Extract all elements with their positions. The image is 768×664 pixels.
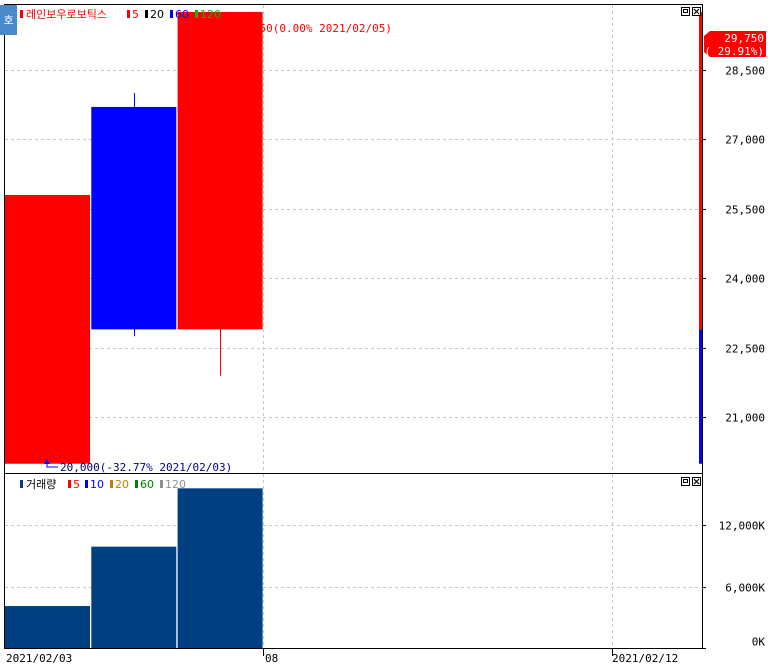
volume-legend: 거래량 5 10 20 60 120 <box>20 478 186 491</box>
volume-bar <box>177 488 263 648</box>
volume-panel-frame <box>4 473 703 649</box>
price-strip-down <box>699 329 702 464</box>
volume-legend-ma20: 20 <box>115 478 129 491</box>
price-tick-label: 21,000 <box>725 412 765 425</box>
mode-badge[interactable] <box>0 5 17 35</box>
volume-bar <box>91 546 177 648</box>
high-annotation-label: 29,750(0.00% 2021/02/05) <box>233 22 392 35</box>
price-legend: 호 레인보우로보틱스 5 20 60 120 <box>0 5 221 35</box>
volume-panel-close-button[interactable] <box>692 477 701 486</box>
low-annotation: 20,000(-32.77% 2021/02/03) <box>44 459 232 474</box>
volume-tick-label: 0K <box>752 636 766 649</box>
price-legend-ma120: 120 <box>200 8 221 21</box>
mode-badge-label: 호 <box>3 14 13 27</box>
x-label-mid: 08 <box>265 652 278 664</box>
price-tick-label: 22,500 <box>725 343 765 356</box>
x-label-start: 2021/02/03 <box>6 652 72 664</box>
x-axis: 2021/02/03 08 2021/02/12 <box>6 648 678 664</box>
price-tick-label: 28,500 <box>725 65 765 78</box>
price-panel-close-button[interactable] <box>692 7 701 16</box>
vertical-grid <box>263 5 613 648</box>
high-annotation: 29,750(0.00% 2021/02/05) <box>218 22 392 37</box>
current-price-label: 29,750 <box>724 32 764 45</box>
volume-legend-ma120: 120 <box>165 478 186 491</box>
price-tick-label: 25,500 <box>725 204 765 217</box>
price-panel-maximize-button[interactable] <box>681 7 690 16</box>
candle-body <box>177 11 263 330</box>
price-axis: 21,000 22,500 24,000 25,500 27,000 28,500 <box>702 65 765 425</box>
price-legend-ma5: 5 <box>132 8 139 21</box>
volume-tick-label: 12,000K <box>719 520 766 533</box>
price-legend-title: 레인보우로보틱스 <box>26 8 107 21</box>
volume-bars <box>5 488 263 648</box>
volume-axis: 0K 6,000K 12,000K <box>702 520 765 649</box>
candle-body <box>91 106 177 330</box>
current-change-label: ( 29.91%) <box>704 45 764 58</box>
candle <box>91 93 177 337</box>
volume-legend-title: 거래량 <box>26 478 56 491</box>
price-legend-ma60: 60 <box>175 8 189 21</box>
volume-bar <box>5 606 90 648</box>
price-legend-ma20: 20 <box>150 8 164 21</box>
price-panel-buttons <box>681 7 701 16</box>
price-strip-up <box>699 11 702 330</box>
price-tick-label: 24,000 <box>725 273 765 286</box>
volume-legend-ma5: 5 <box>73 478 80 491</box>
candles <box>5 11 263 464</box>
volume-tick-label: 6,000K <box>725 582 765 595</box>
candle <box>177 11 263 376</box>
candle <box>5 194 90 464</box>
low-annotation-label: 20,000(-32.77% 2021/02/03) <box>60 461 232 474</box>
candle-body <box>5 194 90 464</box>
x-label-end: 2021/02/12 <box>612 652 678 664</box>
volume-panel-maximize-button[interactable] <box>681 477 690 486</box>
volume-panel-buttons <box>681 477 701 486</box>
volume-legend-ma60: 60 <box>140 478 154 491</box>
price-tick-label: 27,000 <box>725 134 765 147</box>
current-price-strip <box>699 11 702 464</box>
volume-legend-ma10: 10 <box>90 478 104 491</box>
current-price-tag: 29,750 ( 29.91%) <box>704 31 766 58</box>
